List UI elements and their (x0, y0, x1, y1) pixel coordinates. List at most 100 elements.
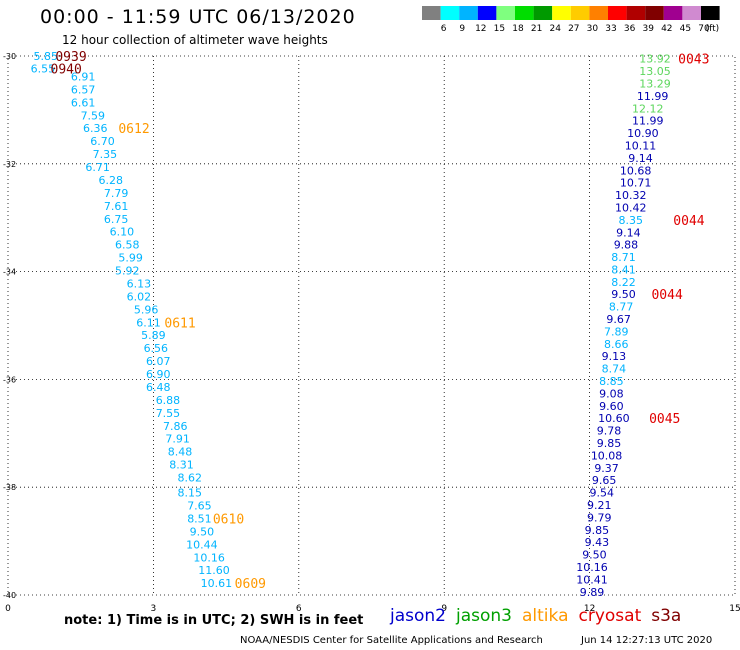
wave-height-label: 5.96 (134, 303, 159, 316)
wave-height-label: 8.35 (619, 214, 644, 227)
wave-height-label: 6.91 (71, 70, 96, 83)
legend-swatch (533, 6, 553, 20)
wave-height-label: 9.50 (611, 288, 636, 301)
wave-height-label: 7.35 (93, 148, 118, 161)
wave-height-label: 8.22 (611, 276, 636, 289)
wave-height-label: 10.11 (625, 139, 657, 152)
wave-height-label: 11.99 (637, 90, 669, 103)
legend-swatch (496, 6, 515, 20)
footer-note: note: 1) Time is in UTC; 2) SWH is in fe… (64, 613, 364, 628)
wave-height-label: 5.89 (141, 329, 166, 342)
wave-height-label: 8.15 (178, 487, 203, 500)
y-tick-label: -34 (3, 268, 16, 277)
legend-tick-label: 27 (568, 24, 579, 34)
wave-height-label: 6.28 (98, 174, 123, 187)
wave-height-label: 11.60 (198, 564, 230, 577)
wave-height-label: 10.90 (627, 127, 659, 140)
wave-height-label: 10.42 (615, 201, 647, 214)
legend-swatch (608, 6, 627, 20)
legend-tick-label: 45 (680, 24, 691, 34)
wave-height-label: 6.11 (136, 316, 161, 329)
wave-height-label: 7.86 (163, 420, 188, 433)
wave-height-label: 8.48 (168, 446, 193, 459)
wave-height-label: 10.60 (598, 412, 630, 425)
wave-height-label: 9.13 (602, 350, 627, 363)
legend-swatch (626, 6, 646, 20)
satellite-label-s3a: s3a (651, 606, 682, 626)
wave-height-label: 7.79 (104, 187, 129, 200)
wave-height-label: 8.85 (599, 375, 624, 388)
wave-height-label: 11.99 (632, 115, 664, 128)
wave-height-label: 13.92 (639, 53, 671, 66)
y-tick-label: -38 (3, 483, 16, 492)
legend-swatch (682, 6, 701, 20)
pass-time-label: 0940 (51, 62, 82, 77)
pass-time-label: 0609 (235, 577, 266, 592)
wave-height-label: 7.61 (104, 200, 129, 213)
wave-height-label: 9.50 (582, 549, 607, 562)
y-tick-label: -36 (3, 375, 16, 384)
pass-time-label: 0939 (55, 50, 86, 65)
satellite-label-cryosat: cryosat (578, 606, 642, 626)
map-grid: 0 3 6 9 12 15 -30 -32 -34 -36 -38 -40 (3, 52, 740, 614)
wave-height-label: 6.07 (146, 355, 171, 368)
pass-time-label: 0045 (649, 412, 680, 427)
wave-height-label: 8.41 (611, 263, 636, 276)
wave-height-label: 13.05 (639, 65, 671, 78)
pass-time-label: 0043 (678, 53, 709, 68)
legend-swatch (477, 6, 497, 20)
footer-timestamp: Jun 14 12:27:13 UTC 2020 (581, 635, 713, 646)
x-tick-label: 6 (296, 604, 302, 614)
wave-height-label: 6.61 (71, 96, 96, 109)
wave-height-labels: 5.856.55 6.916.576.617.596.366.707.356.71… (31, 50, 671, 599)
wave-height-label: 10.68 (620, 164, 652, 177)
wave-height-label: 8.51 (187, 512, 212, 525)
wave-height-label: 9.54 (589, 487, 614, 500)
legend-tick-label: 9 (459, 24, 465, 34)
legend-tick-label: 42 (661, 24, 672, 34)
legend-swatch (570, 6, 590, 20)
wave-height-label: 6.57 (71, 83, 96, 96)
y-tick-label: -30 (3, 52, 16, 61)
wave-height-label: 6.71 (85, 161, 110, 174)
wave-height-label: 6.48 (146, 381, 171, 394)
legend-swatch (459, 6, 478, 20)
wave-height-label: 10.16 (193, 551, 225, 564)
x-tick-label: 3 (151, 604, 157, 614)
page-title: 00:00 - 11:59 UTC 06/13/2020 (40, 6, 356, 28)
wave-height-label: 6.55 (31, 62, 56, 75)
wave-height-label: 6.13 (127, 277, 152, 290)
legend-swatch (552, 6, 571, 20)
legend-tick-label: 36 (624, 24, 636, 34)
legend-swatch (515, 6, 534, 20)
wave-height-label: 9.89 (580, 586, 605, 599)
wave-height-label: 7.59 (81, 109, 106, 122)
wave-height-label: 5.99 (118, 252, 143, 265)
wave-height-label: 9.88 (614, 239, 639, 252)
wave-height-label: 6.75 (104, 213, 129, 226)
wave-height-label: 7.91 (165, 433, 190, 446)
wave-height-label: 6.02 (127, 290, 152, 303)
legend-tick-label: 12 (475, 24, 486, 34)
page-subtitle: 12 hour collection of altimeter wave hei… (62, 33, 328, 47)
wave-height-label: 8.71 (611, 251, 636, 264)
y-tick-label: -32 (3, 160, 16, 169)
x-tick-label: 0 (5, 604, 11, 614)
wave-height-label: 6.90 (146, 368, 171, 381)
pass-time-label: 0611 (164, 316, 195, 331)
satellite-label-altika: altika (522, 606, 569, 626)
legend-tick-label: 39 (642, 24, 654, 34)
wave-height-label: 9.14 (616, 226, 641, 239)
x-tick-label: 9 (441, 604, 447, 614)
legend-swatch (440, 6, 460, 20)
legend-tick-label: 15 (494, 24, 505, 34)
wave-height-label: 10.08 (591, 449, 623, 462)
pass-time-label: 0610 (213, 512, 244, 527)
wave-height-label: 5.85 (34, 50, 59, 63)
legend-tick-label: 30 (587, 24, 599, 34)
wave-height-label: 9.08 (599, 387, 624, 400)
legend-swatch (422, 6, 441, 20)
